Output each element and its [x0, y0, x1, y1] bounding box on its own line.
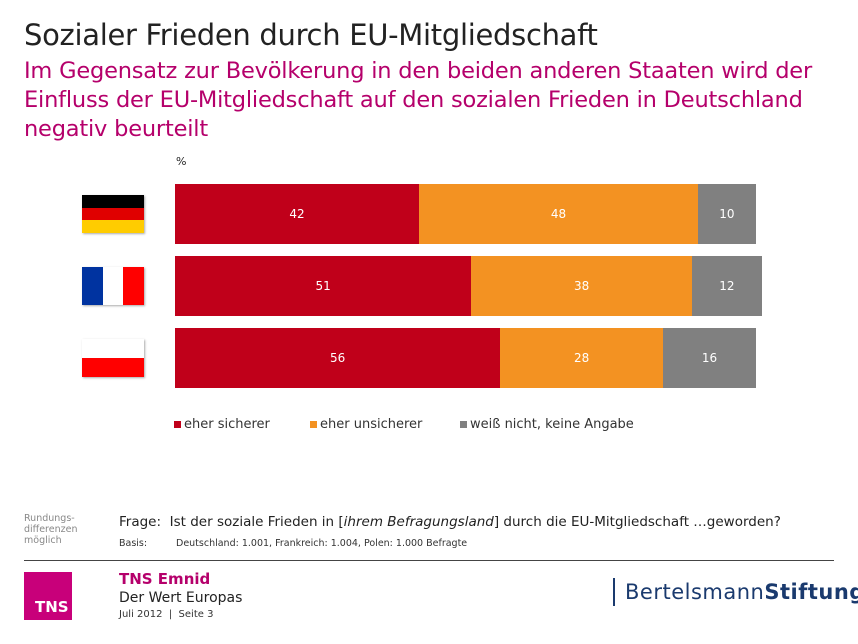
legend-swatch	[460, 421, 467, 428]
data-label: 28	[574, 351, 590, 365]
bar-segment: 56	[175, 328, 501, 388]
flag-stripe	[82, 207, 144, 221]
basis-label: Basis:	[119, 538, 148, 549]
footer-divider	[24, 560, 834, 561]
flag-stripe	[102, 267, 124, 305]
page-title: Sozialer Frieden durch EU-Mitgliedschaft	[24, 18, 598, 52]
logo-part: Bertelsmann	[625, 580, 765, 604]
germany-flag-icon	[82, 195, 144, 233]
data-label: 38	[574, 279, 590, 293]
data-label: 12	[719, 279, 735, 293]
org-name: TNS Emnid	[119, 570, 211, 588]
poland-flag-icon	[82, 339, 144, 377]
bar-segment: 51	[175, 256, 472, 316]
legend-label: eher sicherer	[184, 417, 270, 432]
unit-label: %	[176, 155, 187, 168]
flag-stripe	[123, 267, 144, 305]
legend-label: weiß nicht, keine Angabe	[470, 417, 634, 432]
bar-segment: 48	[419, 184, 698, 244]
bar-segment: 38	[471, 256, 693, 316]
question-text: Frage: Ist der soziale Frieden in [ihrem…	[119, 514, 781, 530]
bar-segment: 28	[500, 328, 664, 388]
data-label: 56	[330, 351, 346, 365]
legend-label: eher unsicherer	[320, 417, 423, 432]
basis-text: Basis: Deutschland: 1.001, Frankreich: 1.…	[119, 538, 467, 549]
date-page: Juli 2012 | Seite 3	[119, 609, 214, 620]
data-label: 48	[550, 207, 567, 221]
data-label: 16	[701, 351, 718, 365]
flag-stripe	[82, 339, 144, 358]
legend-swatch	[174, 421, 181, 428]
legend-item-unsicherer: eher unsicherer	[310, 417, 422, 432]
logo-part-bold: Stiftung	[764, 580, 858, 604]
tns-logo-text: TNS	[35, 598, 69, 616]
flag-stripe	[82, 358, 144, 377]
data-label: 51	[315, 279, 331, 293]
bar-segment: 42	[175, 184, 420, 244]
data-label: 10	[719, 207, 735, 221]
bar-segment: 16	[663, 328, 756, 388]
question-italic: ihrem Befragungsland	[343, 514, 494, 530]
bar-segment: 12	[692, 256, 762, 316]
question-pre: Ist der soziale Frieden in [	[169, 514, 344, 530]
rounding-note: Rundungs-differenzen möglich	[24, 513, 78, 546]
legend-item-sicherer: eher sicherer	[174, 417, 270, 432]
france-flag-icon	[82, 267, 144, 305]
flag-stripe	[82, 267, 103, 305]
page-subtitle: Im Gegensatz zur Bevölkerung in den beid…	[24, 58, 812, 142]
legend-swatch	[310, 421, 317, 428]
stacked-bar-chart: 42 48 10 51 38 12 56 28 16	[82, 184, 762, 388]
question-post: ] durch die EU-Mitgliedschaft …geworden?	[493, 514, 781, 530]
legend-item-weiss-nicht: weiß nicht, keine Angabe	[460, 417, 634, 432]
data-label: 42	[289, 207, 305, 221]
bar-segment: 10	[697, 184, 756, 244]
flag-stripe	[82, 195, 144, 208]
bertelsmann-logo: BertelsmannStiftung	[613, 578, 858, 606]
question-label: Frage:	[119, 514, 162, 530]
study-name: Der Wert Europas	[119, 590, 243, 606]
tns-logo: TNS	[24, 572, 72, 620]
flag-stripe	[82, 220, 144, 233]
basis-value: Deutschland: 1.001, Frankreich: 1.004, P…	[176, 538, 468, 549]
